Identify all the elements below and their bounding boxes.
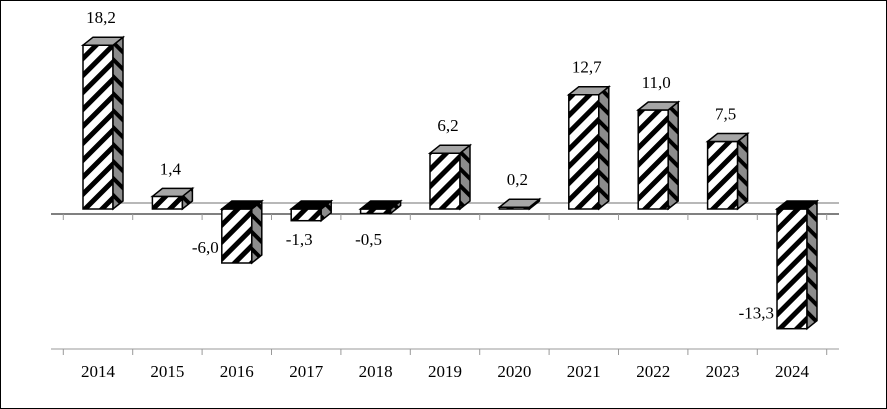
data-label: 18,2	[86, 8, 116, 27]
bar-2018	[358, 199, 403, 216]
bar-2021	[566, 85, 611, 211]
bar-top	[774, 200, 820, 210]
bar-2024	[774, 199, 820, 331]
bar-top	[219, 200, 264, 210]
x-tick-label: 2022	[636, 362, 670, 381]
bar-top	[150, 187, 195, 198]
x-tick-label: 2019	[428, 362, 462, 381]
data-label: 1,4	[160, 159, 182, 178]
bar-top	[705, 132, 750, 143]
bar-side	[806, 199, 818, 331]
data-label: 0,2	[507, 170, 528, 189]
bar-side	[459, 143, 471, 211]
bar-2016	[219, 199, 264, 265]
bar-front	[429, 152, 461, 210]
x-tick-label: 2016	[220, 362, 254, 381]
bar-top	[566, 85, 611, 96]
bar-top	[358, 200, 403, 210]
x-tick-label: 2014	[81, 362, 116, 381]
bar-top	[636, 101, 681, 111]
bar-front	[151, 195, 184, 210]
bar-side	[598, 85, 610, 211]
bar-front	[776, 208, 808, 330]
bar-2014	[80, 35, 126, 211]
bar-2022	[636, 100, 681, 211]
x-tick-label: 2015	[150, 362, 184, 381]
bar-top	[289, 200, 334, 210]
bar-top	[80, 36, 126, 46]
bar-front	[221, 208, 253, 264]
x-tick-label: 2017	[289, 362, 324, 381]
bar-side	[736, 131, 749, 211]
bar-top	[497, 198, 542, 208]
x-tick-label: 2023	[706, 362, 740, 381]
data-label: -6,0	[192, 238, 219, 257]
data-label: -13,3	[739, 304, 774, 323]
bar-front	[82, 44, 114, 210]
bar-side	[667, 100, 679, 211]
x-tick-label: 2021	[567, 362, 601, 381]
x-tick-label: 2018	[359, 362, 393, 381]
data-label: -1,3	[286, 230, 313, 249]
bar-top	[427, 144, 473, 154]
bar-2015	[150, 186, 195, 211]
bar-2017	[289, 199, 334, 223]
bar-side	[251, 199, 263, 265]
data-label: 6,2	[437, 116, 458, 135]
bar-side	[112, 35, 124, 211]
bar-front	[637, 109, 669, 210]
bar-2023	[705, 131, 750, 211]
bar-front	[706, 140, 739, 210]
x-tick-label: 2020	[497, 362, 531, 381]
data-label: 12,7	[572, 58, 602, 77]
data-label: 7,5	[715, 105, 736, 124]
x-tick-label: 2024	[775, 362, 810, 381]
data-label: -0,5	[355, 230, 382, 249]
bar-2020	[497, 197, 542, 211]
bar-2019	[427, 143, 473, 211]
bar-front	[568, 93, 600, 210]
data-label: 11,0	[642, 73, 671, 92]
bar-front	[290, 208, 322, 222]
